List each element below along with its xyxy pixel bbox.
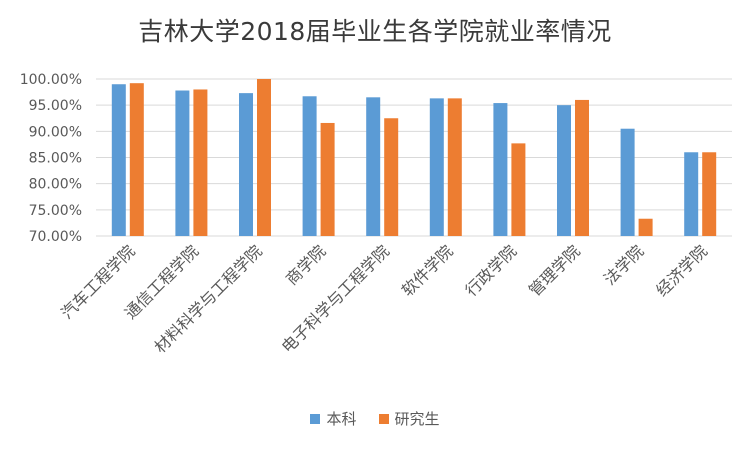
legend-swatch-undergrad <box>310 413 321 424</box>
bar-graduate <box>129 83 144 236</box>
y-tick-label: 75.00% <box>29 203 82 219</box>
y-tick-label: 95.00% <box>29 98 82 114</box>
bar-undergrad <box>302 96 317 237</box>
bar-graduate <box>257 79 271 236</box>
y-tick-label: 90.00% <box>29 124 82 140</box>
bar-undergrad <box>366 97 381 236</box>
y-tick-label: 85.00% <box>29 151 82 167</box>
x-tick-label: 经济学院 <box>652 241 711 300</box>
y-tick-label: 70.00% <box>29 229 82 245</box>
bar-undergrad <box>239 93 253 236</box>
bar-undergrad <box>429 98 444 236</box>
y-tick-label: 100.00% <box>20 72 82 88</box>
legend-label-undergrad: 本科 <box>326 410 357 428</box>
bar-graduate <box>193 89 208 236</box>
legend-swatch-graduate <box>378 413 389 424</box>
bar-undergrad <box>557 105 571 237</box>
x-tick-label: 电子科学与工程学院 <box>278 241 393 356</box>
legend-item-graduate: 研究生 <box>378 408 440 429</box>
bar-graduate <box>575 99 589 236</box>
y-tick-label: 80.00% <box>29 177 82 193</box>
bar-graduate <box>384 118 399 236</box>
bar-undergrad <box>493 103 508 236</box>
bar-graduate <box>447 98 462 236</box>
bar-graduate <box>511 143 526 236</box>
bar-undergrad <box>111 84 126 236</box>
x-tick-label: 材料科学与工程学院 <box>151 241 266 356</box>
bar-graduate <box>320 122 335 236</box>
bar-graduate <box>638 218 653 236</box>
bar-graduate <box>702 152 717 236</box>
x-tick-label: 商学院 <box>282 241 329 288</box>
x-tick-label: 法学院 <box>600 241 647 288</box>
legend-item-undergrad: 本科 <box>310 408 357 429</box>
bar-undergrad <box>684 152 699 236</box>
chart-title: 吉林大学2018届毕业生各学院就业率情况 <box>138 17 612 46</box>
x-tick-label: 行政学院 <box>462 241 521 300</box>
bar-undergrad <box>175 90 190 236</box>
x-tick-label: 管理学院 <box>525 241 584 300</box>
chart-legend: 本科 研究生 <box>0 408 750 429</box>
x-tick-label: 软件学院 <box>398 241 457 300</box>
bar-undergrad <box>620 128 635 236</box>
legend-label-graduate: 研究生 <box>394 410 440 428</box>
